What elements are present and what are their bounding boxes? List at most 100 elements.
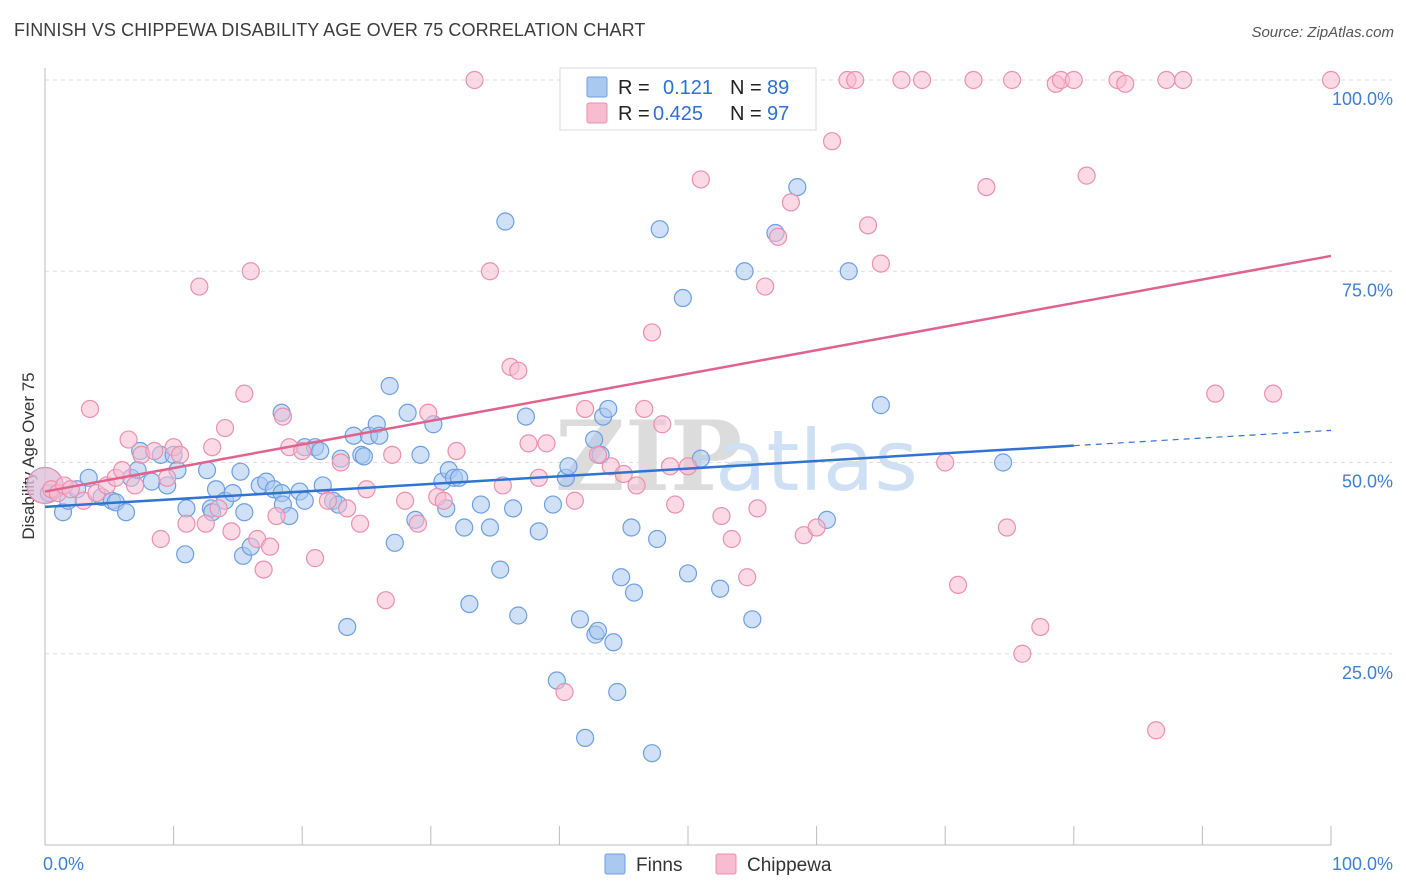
- grid-lines: [45, 79, 1392, 655]
- point-finns: [338, 617, 357, 637]
- point-finns: [543, 495, 563, 514]
- point-chippewa: [145, 441, 164, 461]
- point-chippewa: [196, 514, 215, 533]
- point-finns: [295, 491, 314, 510]
- point-chippewa: [158, 468, 177, 487]
- bottom-legend-finns: Finns: [636, 855, 682, 876]
- point-chippewa: [1031, 617, 1050, 637]
- point-finns: [743, 610, 762, 629]
- point-chippewa: [537, 434, 556, 453]
- point-chippewa: [712, 506, 731, 526]
- point-chippewa: [338, 499, 357, 518]
- point-chippewa: [627, 476, 646, 495]
- point-chippewa: [376, 591, 395, 610]
- point-finns: [491, 560, 510, 579]
- point-chippewa: [1174, 70, 1193, 90]
- legend-n-label-chippewa: N =: [730, 103, 762, 125]
- point-finns: [455, 518, 474, 537]
- legend-n-label-finns: N =: [730, 77, 762, 99]
- point-chippewa: [519, 434, 538, 453]
- point-chippewa: [331, 453, 350, 472]
- bottom-legend-chippewa: Chippewa: [747, 855, 832, 876]
- point-finns: [380, 376, 399, 396]
- point-finns: [608, 682, 627, 702]
- point-finns: [570, 610, 590, 629]
- point-finns: [599, 399, 618, 419]
- y-tick-label-100: 100.0%: [1332, 89, 1393, 109]
- source-label: Source: ZipAtlas.com: [1251, 24, 1394, 41]
- point-chippewa: [588, 445, 608, 464]
- point-chippewa: [434, 491, 453, 510]
- point-chippewa: [1206, 384, 1225, 403]
- point-chippewa: [408, 514, 428, 533]
- legend: R = 0.121 N = 89 R = 0.425 N = 97: [559, 67, 817, 131]
- point-finns: [311, 441, 330, 461]
- axes: [44, 68, 1332, 846]
- point-chippewa: [748, 499, 767, 518]
- point-chippewa: [576, 399, 595, 419]
- point-finns: [624, 583, 644, 602]
- point-chippewa: [419, 403, 438, 422]
- legend-n-value-finns: 89: [767, 77, 789, 99]
- legend-r-value-finns: 0.121: [663, 77, 713, 99]
- point-chippewa: [1264, 384, 1283, 403]
- point-finns: [509, 606, 528, 625]
- point-chippewa: [936, 453, 955, 472]
- point-chippewa: [691, 170, 710, 189]
- y-tick-label-75: 75.0%: [1342, 280, 1393, 300]
- bottom-legend-swatch-chippewa: [715, 853, 737, 875]
- y-axis-label: Disability Age Over 75: [19, 372, 38, 539]
- legend-n-value-chippewa: 97: [767, 103, 789, 125]
- x-tick-label-min: 0.0%: [43, 854, 84, 874]
- trend-line-chippewa: [44, 254, 1332, 493]
- legend-swatch-chippewa: [586, 102, 608, 124]
- point-chippewa: [781, 193, 800, 212]
- point-finns: [223, 484, 242, 503]
- x-tick-label-max: 100.0%: [1332, 854, 1393, 874]
- point-chippewa: [241, 262, 260, 281]
- point-chippewa: [125, 476, 145, 495]
- bottom-legend: Finns Chippewa: [604, 853, 832, 876]
- point-chippewa: [565, 491, 584, 510]
- point-finns: [711, 579, 730, 598]
- point-finns: [604, 633, 623, 652]
- point-finns: [588, 621, 608, 640]
- point-chippewa: [273, 407, 293, 426]
- point-finns: [559, 457, 578, 476]
- point-chippewa: [858, 216, 878, 235]
- point-chippewa: [318, 491, 338, 510]
- point-chippewa: [493, 476, 512, 495]
- point-chippewa: [948, 575, 968, 595]
- point-finns: [642, 744, 662, 763]
- point-finns: [177, 499, 196, 518]
- point-finns: [576, 728, 595, 748]
- point-chippewa: [1002, 70, 1022, 90]
- legend-swatch-finns: [586, 76, 608, 98]
- point-chippewa: [260, 537, 280, 556]
- point-finns: [398, 403, 417, 422]
- point-finns: [411, 445, 430, 464]
- point-chippewa: [254, 560, 273, 579]
- point-finns: [678, 564, 698, 583]
- bottom-legend-swatch-finns: [604, 853, 626, 875]
- point-finns: [622, 518, 641, 537]
- point-chippewa: [305, 549, 325, 568]
- point-finns: [648, 529, 667, 549]
- point-chippewa: [1013, 644, 1032, 663]
- point-finns: [471, 495, 491, 514]
- point-chippewa: [635, 399, 654, 419]
- point-chippewa: [509, 361, 528, 380]
- point-chippewa: [80, 399, 100, 419]
- y-tick-label-50: 50.0%: [1342, 472, 1393, 492]
- point-chippewa: [977, 178, 996, 197]
- point-finns: [585, 430, 604, 449]
- point-chippewa: [964, 70, 983, 90]
- point-finns: [235, 503, 254, 522]
- point-chippewa: [738, 568, 757, 587]
- point-finns: [504, 499, 523, 518]
- point-chippewa: [203, 438, 222, 457]
- point-finns: [480, 518, 500, 537]
- point-chippewa: [1157, 70, 1176, 90]
- point-chippewa: [1147, 721, 1166, 740]
- point-chippewa: [871, 254, 891, 273]
